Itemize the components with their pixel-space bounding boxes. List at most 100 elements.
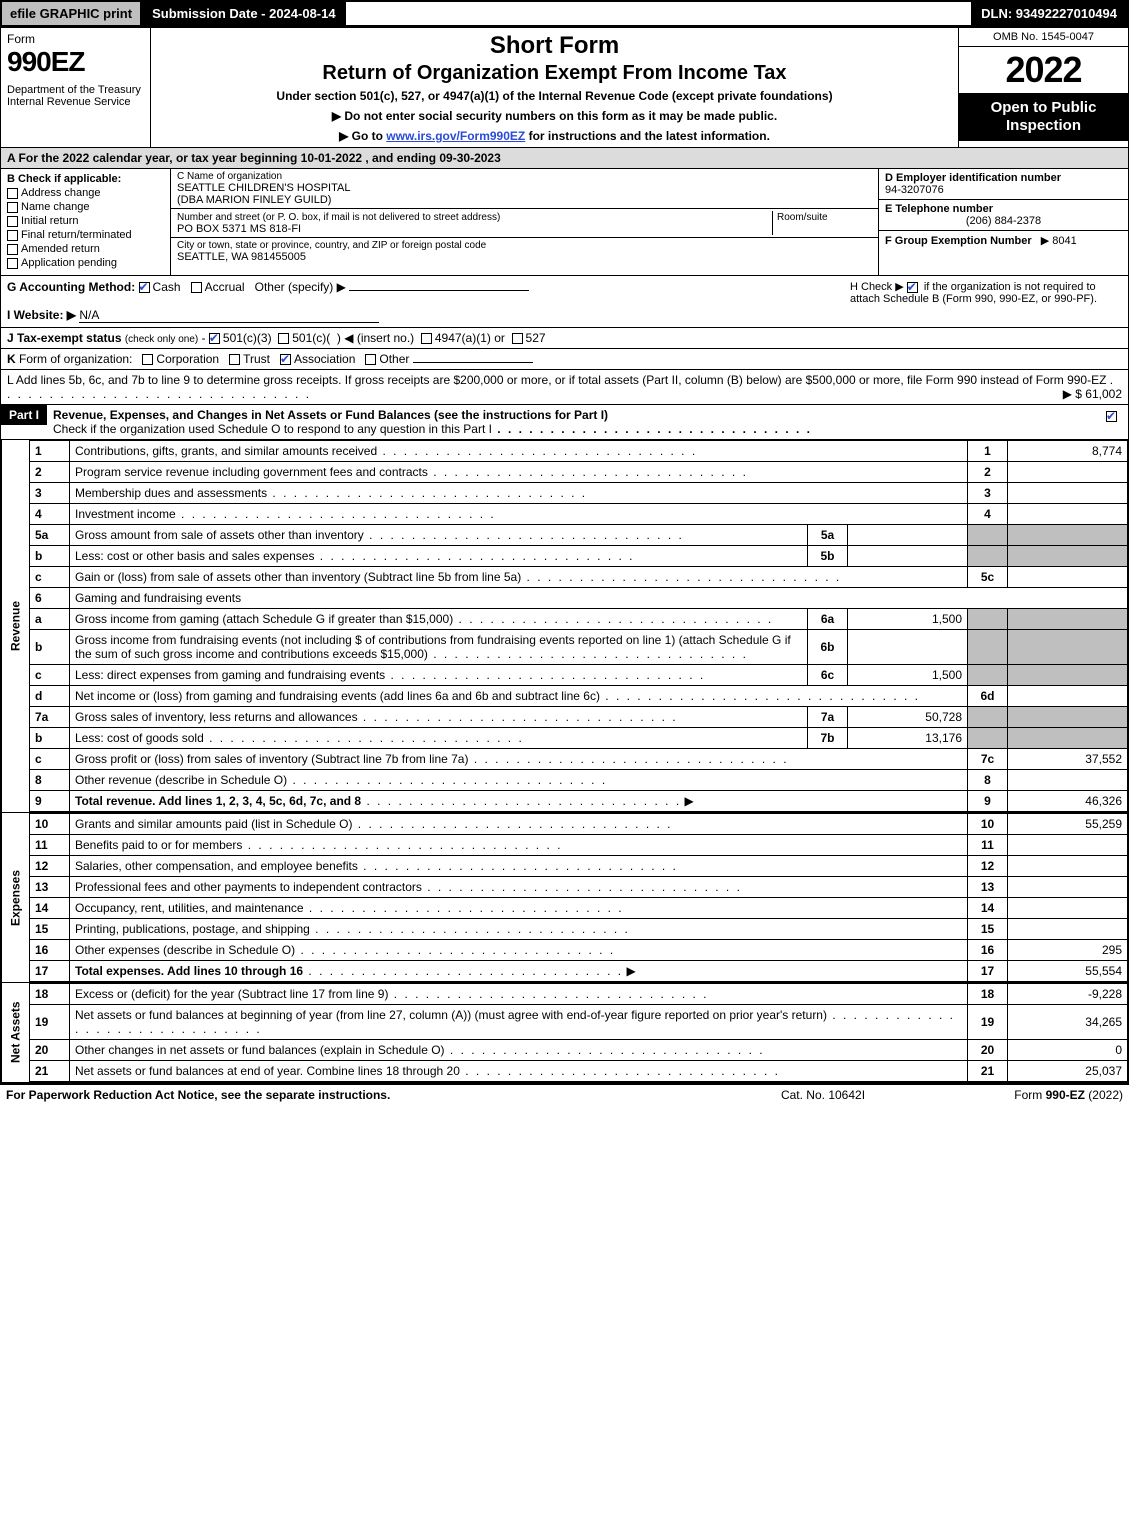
note2-post: for instructions and the latest informat… bbox=[525, 129, 770, 143]
submission-date: Submission Date - 2024-08-14 bbox=[142, 2, 346, 25]
h-block: H Check ▶ if the organization is not req… bbox=[842, 280, 1122, 323]
org-dba: (DBA MARION FINLEY GUILD) bbox=[177, 194, 872, 206]
opt-accrual: Accrual bbox=[205, 280, 245, 294]
netassets-section: Net Assets 18Excess or (deficit) for the… bbox=[0, 983, 1129, 1083]
addr-label: Number and street (or P. O. box, if mail… bbox=[177, 212, 500, 223]
footer-left: For Paperwork Reduction Act Notice, see … bbox=[6, 1088, 723, 1102]
right-box: OMB No. 1545-0047 2022 Open to Public In… bbox=[959, 28, 1129, 148]
expenses-side-label: Expenses bbox=[1, 813, 29, 982]
line-row: 15Printing, publications, postage, and s… bbox=[30, 919, 1128, 940]
line-row: 9Total revenue. Add lines 1, 2, 3, 4, 5c… bbox=[30, 791, 1128, 812]
part1-checkbox[interactable] bbox=[1098, 405, 1128, 439]
top-bar: efile GRAPHIC print Submission Date - 20… bbox=[0, 0, 1129, 27]
form-word: Form bbox=[7, 32, 144, 46]
line-row: 6Gaming and fundraising events bbox=[30, 588, 1128, 609]
title-cell: Short Form Return of Organization Exempt… bbox=[151, 28, 959, 148]
cb-name-change[interactable]: Name change bbox=[7, 201, 164, 213]
h-label: H Check ▶ bbox=[850, 281, 904, 293]
cb-final-return[interactable]: Final return/terminated bbox=[7, 229, 164, 241]
header-table: Form 990EZ Department of the Treasury In… bbox=[0, 27, 1129, 148]
dept-label: Department of the Treasury Internal Reve… bbox=[7, 84, 144, 108]
line-row: 12Salaries, other compensation, and empl… bbox=[30, 856, 1128, 877]
revenue-section: Revenue 1Contributions, gifts, grants, a… bbox=[0, 440, 1129, 813]
line-row: 4Investment income4 bbox=[30, 504, 1128, 525]
form-note-ssn: ▶ Do not enter social security numbers o… bbox=[157, 109, 952, 123]
ein-row: D Employer identification number 94-3207… bbox=[879, 169, 1128, 200]
efile-print-button[interactable]: efile GRAPHIC print bbox=[2, 2, 142, 25]
line-row: bLess: cost of goods sold7b13,176 bbox=[30, 728, 1128, 749]
cb-assoc[interactable] bbox=[280, 354, 291, 365]
revenue-side-label: Revenue bbox=[1, 440, 29, 812]
other-specify-line[interactable] bbox=[349, 290, 529, 291]
ein-value: 94-3207076 bbox=[885, 184, 1122, 196]
footer-cat: Cat. No. 10642I bbox=[723, 1088, 923, 1102]
omb-number: OMB No. 1545-0047 bbox=[959, 28, 1128, 47]
g-accounting: G Accounting Method: Cash Accrual Other … bbox=[7, 280, 842, 323]
org-name: SEATTLE CHILDREN'S HOSPITAL bbox=[177, 182, 872, 194]
website-value: N/A bbox=[79, 308, 379, 323]
tel-value: (206) 884-2378 bbox=[885, 215, 1122, 227]
section-a-period: A For the 2022 calendar year, or tax yea… bbox=[0, 148, 1129, 169]
expenses-table: 10Grants and similar amounts paid (list … bbox=[29, 813, 1128, 982]
room-label: Room/suite bbox=[777, 212, 828, 223]
cb-accrual[interactable] bbox=[191, 282, 202, 293]
line-row: 21Net assets or fund balances at end of … bbox=[30, 1061, 1128, 1082]
line-row: 2Program service revenue including gover… bbox=[30, 462, 1128, 483]
box-b-header: B Check if applicable: bbox=[7, 173, 164, 185]
line-row: 19Net assets or fund balances at beginni… bbox=[30, 1005, 1128, 1040]
cb-501c3[interactable] bbox=[209, 333, 220, 344]
cb-trust[interactable] bbox=[229, 354, 240, 365]
line-row: 8Other revenue (describe in Schedule O)8 bbox=[30, 770, 1128, 791]
form-note-link: ▶ Go to www.irs.gov/Form990EZ for instru… bbox=[157, 129, 952, 143]
part1-title: Revenue, Expenses, and Changes in Net As… bbox=[47, 405, 1098, 439]
part1-header: Part I Revenue, Expenses, and Changes in… bbox=[0, 405, 1129, 440]
line-row: 16Other expenses (describe in Schedule O… bbox=[30, 940, 1128, 961]
note2-pre: ▶ Go to bbox=[339, 129, 386, 143]
cb-application-pending[interactable]: Application pending bbox=[7, 257, 164, 269]
cb-initial-return[interactable]: Initial return bbox=[7, 215, 164, 227]
form-id-cell: Form 990EZ Department of the Treasury In… bbox=[1, 28, 151, 148]
short-form-title: Short Form bbox=[157, 32, 952, 60]
line-row: bLess: cost or other basis and sales exp… bbox=[30, 546, 1128, 567]
line-row: bGross income from fundraising events (n… bbox=[30, 630, 1128, 665]
dln-label: DLN: 93492227010494 bbox=[971, 2, 1127, 25]
line-row: 5aGross amount from sale of assets other… bbox=[30, 525, 1128, 546]
org-city-row: City or town, state or province, country… bbox=[171, 238, 878, 265]
cb-h[interactable] bbox=[907, 282, 918, 293]
line-row: dNet income or (loss) from gaming and fu… bbox=[30, 686, 1128, 707]
box-b: B Check if applicable: Address change Na… bbox=[1, 169, 171, 275]
box-def: D Employer identification number 94-3207… bbox=[878, 169, 1128, 275]
netassets-side-label: Net Assets bbox=[1, 983, 29, 1082]
topbar-spacer bbox=[346, 2, 972, 25]
box-c: C Name of organization SEATTLE CHILDREN'… bbox=[171, 169, 878, 275]
opt-cash: Cash bbox=[153, 280, 181, 294]
opt-other: Other (specify) ▶ bbox=[255, 280, 346, 294]
line-row: cGain or (loss) from sale of assets othe… bbox=[30, 567, 1128, 588]
irs-link[interactable]: www.irs.gov/Form990EZ bbox=[386, 129, 525, 143]
bcd-block: B Check if applicable: Address change Na… bbox=[0, 169, 1129, 276]
l-gross-receipts: L Add lines 5b, 6c, and 7b to line 9 to … bbox=[0, 370, 1129, 405]
form-number: 990EZ bbox=[7, 46, 144, 78]
cb-address-change[interactable]: Address change bbox=[7, 187, 164, 199]
footer-right: Form 990-EZ (2022) bbox=[923, 1088, 1123, 1102]
cb-other-org[interactable] bbox=[365, 354, 376, 365]
cb-501c[interactable] bbox=[278, 333, 289, 344]
netassets-table: 18Excess or (deficit) for the year (Subt… bbox=[29, 983, 1128, 1082]
tel-label: E Telephone number bbox=[885, 203, 1122, 215]
cb-4947[interactable] bbox=[421, 333, 432, 344]
revenue-table: 1Contributions, gifts, grants, and simil… bbox=[29, 440, 1128, 812]
cb-amended-return[interactable]: Amended return bbox=[7, 243, 164, 255]
cb-corp[interactable] bbox=[142, 354, 153, 365]
line-row: aGross income from gaming (attach Schedu… bbox=[30, 609, 1128, 630]
line-row: 13Professional fees and other payments t… bbox=[30, 877, 1128, 898]
grp-row: F Group Exemption Number ▶ 8041 bbox=[879, 231, 1128, 250]
org-city: SEATTLE, WA 981455005 bbox=[177, 251, 872, 263]
line-row: 20Other changes in net assets or fund ba… bbox=[30, 1040, 1128, 1061]
grp-value: ▶ 8041 bbox=[1041, 235, 1077, 247]
line-row: 14Occupancy, rent, utilities, and mainte… bbox=[30, 898, 1128, 919]
tel-row: E Telephone number (206) 884-2378 bbox=[879, 200, 1128, 231]
gh-block: G Accounting Method: Cash Accrual Other … bbox=[0, 276, 1129, 328]
line-row: 17Total expenses. Add lines 10 through 1… bbox=[30, 961, 1128, 982]
cb-527[interactable] bbox=[512, 333, 523, 344]
cb-cash[interactable] bbox=[139, 282, 150, 293]
